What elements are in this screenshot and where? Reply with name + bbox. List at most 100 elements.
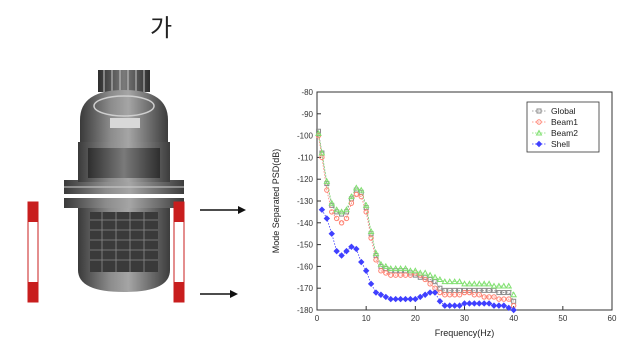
- data-point-shell: [328, 230, 335, 237]
- psd-chart: 0 10 20 30 40 50 60 -80 -90 -100 -110 -120 -130 -140 -…: [271, 88, 617, 338]
- x-tick-label: 10: [362, 314, 371, 323]
- y-tick-label: -110: [298, 153, 314, 162]
- data-point-beam2: [382, 262, 390, 269]
- data-point-beam2: [510, 291, 518, 298]
- data-point-shell: [466, 300, 473, 307]
- data-point-beam2: [441, 278, 449, 285]
- data-point-shell: [456, 302, 463, 309]
- data-point-beam1: [481, 294, 487, 300]
- data-point-beam2: [338, 208, 345, 215]
- data-point-beam2: [485, 280, 493, 287]
- data-point-global: [496, 290, 502, 296]
- data-point-beam2: [318, 149, 326, 156]
- reactor-vessel-icon: [64, 70, 184, 292]
- data-point-shell: [372, 289, 380, 296]
- data-point-beam1: [353, 191, 360, 198]
- data-point-beam2: [397, 265, 404, 272]
- y-tick-label: -120: [297, 175, 314, 184]
- data-point-beam2: [328, 199, 336, 206]
- x-tick-label: 50: [558, 314, 567, 323]
- arrow-right-icon: [200, 290, 238, 298]
- arrow-right-icon: [200, 206, 246, 214]
- data-point-beam1: [402, 272, 409, 278]
- data-point-beam2: [466, 280, 473, 287]
- legend-marker-shell: [535, 140, 543, 148]
- chart-series: [315, 128, 518, 314]
- right-gauge-bar: [173, 201, 185, 303]
- data-point-shell: [485, 300, 493, 307]
- data-point-beam2: [333, 206, 341, 213]
- legend-marker-beam1: [536, 119, 542, 125]
- x-tick-label: 0: [315, 314, 320, 323]
- data-point-shell: [412, 295, 419, 303]
- reactor-vessel-figure: [27, 70, 246, 303]
- data-point-beam2: [426, 271, 434, 278]
- data-point-beam2: [421, 269, 429, 276]
- series-line-shell: [321, 209, 514, 311]
- data-point-global: [466, 287, 472, 293]
- data-point-beam2: [402, 265, 409, 272]
- data-point-beam1: [378, 268, 384, 274]
- data-point-shell: [441, 302, 449, 309]
- data-point-shell: [358, 258, 365, 266]
- data-point-global: [501, 290, 507, 296]
- data-point-beam2: [367, 227, 375, 235]
- y-tick-label: -170: [297, 284, 314, 293]
- data-point-beam1: [392, 272, 399, 278]
- data-point-shell: [471, 300, 478, 307]
- data-point-shell: [323, 215, 331, 222]
- series-line-beam1: [318, 135, 514, 306]
- data-point-global: [486, 287, 492, 293]
- y-tick-label: -80: [301, 88, 313, 97]
- data-point-global: [432, 279, 438, 285]
- data-point-beam2: [461, 280, 468, 287]
- data-point-beam2: [387, 265, 395, 272]
- y-tick-label: -90: [301, 110, 313, 119]
- data-point-shell: [392, 295, 399, 303]
- data-point-beam1: [422, 276, 428, 283]
- data-point-shell: [476, 300, 483, 307]
- data-point-beam2: [431, 273, 439, 280]
- x-axis-title: Frequency(Hz): [435, 328, 495, 338]
- legend-label-beam2: Beam2: [551, 128, 578, 138]
- y-tick-label: -100: [297, 132, 314, 141]
- data-point-beam2: [495, 282, 503, 289]
- data-point-shell: [362, 267, 370, 274]
- data-point-beam2: [348, 193, 355, 200]
- data-point-beam1: [491, 294, 497, 300]
- data-point-shell: [505, 304, 512, 312]
- data-point-beam2: [411, 267, 419, 274]
- data-point-shell: [367, 280, 375, 288]
- data-point-shell: [451, 302, 458, 309]
- data-point-beam2: [500, 282, 508, 289]
- y-axis-title: Mode Separated PSD(dB): [271, 149, 281, 254]
- series-beam2: [315, 129, 518, 298]
- data-point-shell: [510, 306, 517, 314]
- data-point-beam1: [506, 296, 512, 302]
- data-point-shell: [333, 247, 340, 255]
- data-point-beam1: [442, 292, 448, 298]
- legend-label-beam1: Beam1: [551, 117, 578, 127]
- data-point-beam2: [475, 280, 483, 287]
- data-point-beam1: [333, 215, 340, 222]
- data-point-beam1: [496, 296, 502, 302]
- x-tick-label: 60: [608, 314, 617, 323]
- data-point-beam1: [373, 257, 379, 263]
- data-point-shell: [353, 245, 360, 253]
- data-point-shell: [421, 291, 429, 298]
- data-point-shell: [431, 289, 439, 296]
- data-point-beam1: [447, 292, 453, 298]
- y-tick-label: -140: [297, 219, 314, 228]
- series-beam1: [315, 132, 517, 309]
- legend-label-shell: Shell: [551, 139, 570, 149]
- data-point-beam1: [343, 215, 350, 222]
- data-point-shell: [417, 293, 424, 301]
- x-tick-label: 40: [509, 314, 518, 323]
- data-point-beam1: [368, 235, 374, 241]
- chart-ticks: 0 10 20 30 40 50 60 -80 -90 -100 -110 -120 -130 -140 -…: [297, 88, 617, 323]
- data-point-shell: [446, 302, 453, 309]
- data-point-beam1: [383, 270, 389, 276]
- data-point-beam2: [480, 280, 488, 287]
- data-point-beam2: [470, 280, 478, 287]
- data-point-shell: [402, 295, 409, 303]
